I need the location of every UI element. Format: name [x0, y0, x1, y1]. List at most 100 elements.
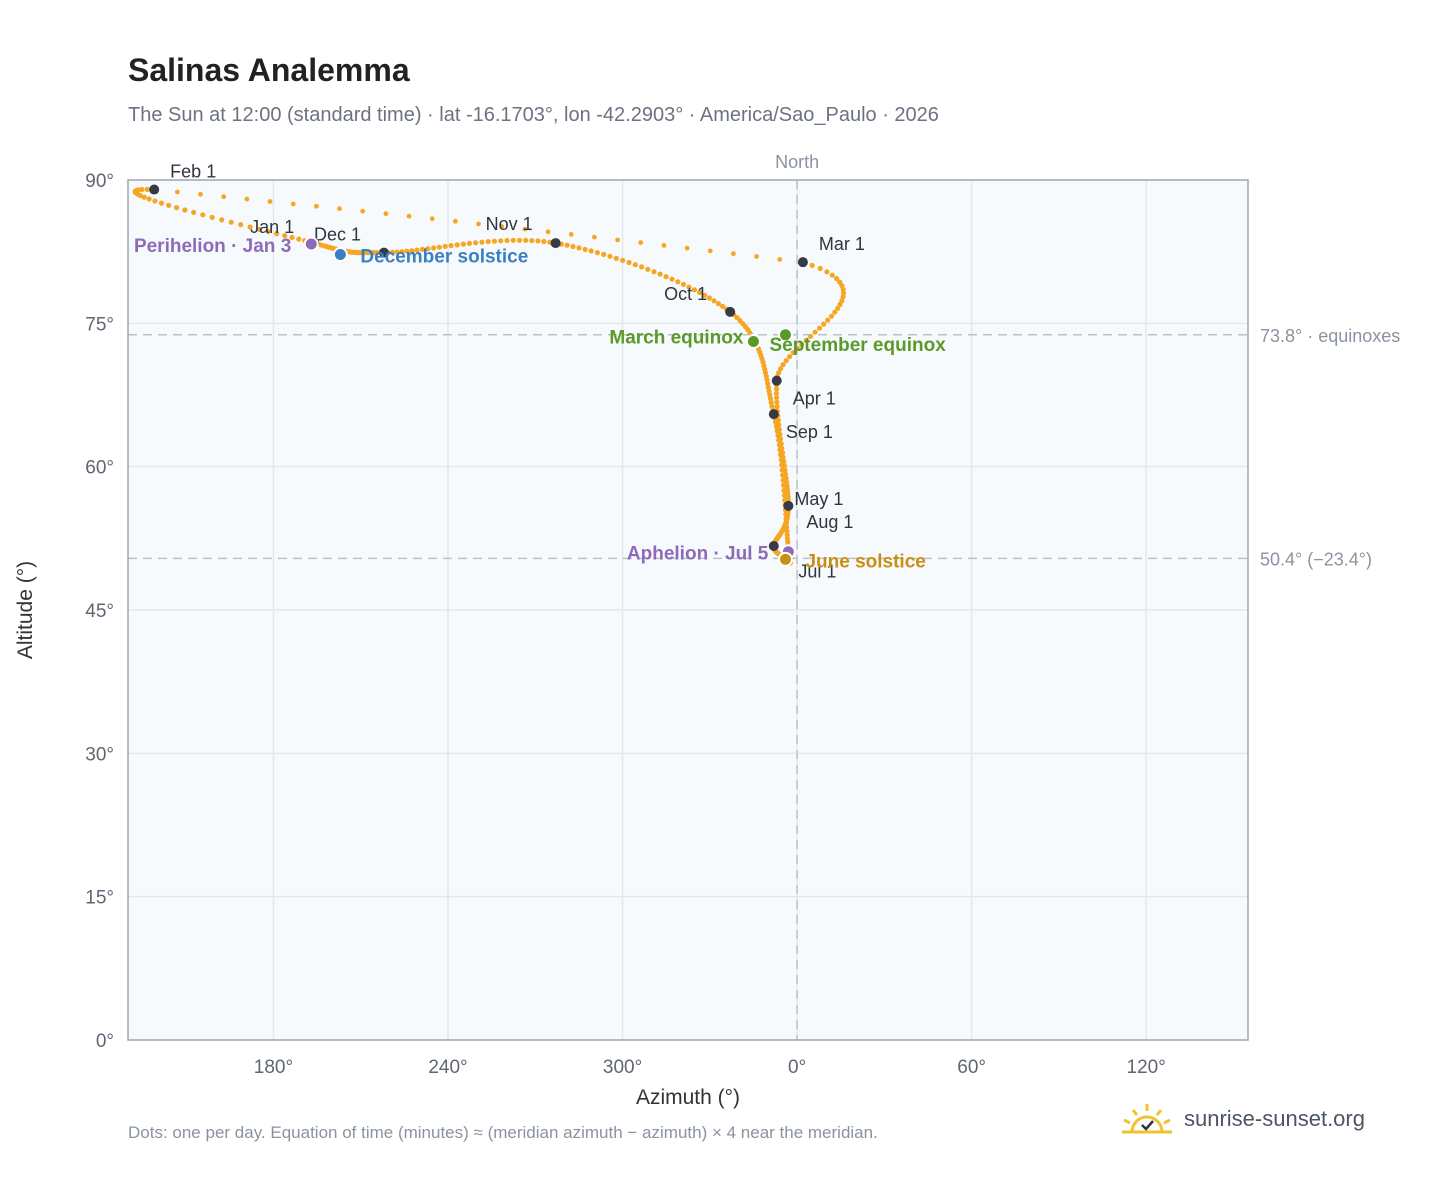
day-dot	[651, 269, 657, 275]
axis-ticks: 180° 240° 300° 0° 60° 120° 0° 15° 30° 45° 60° 75° 90…	[85, 171, 1166, 1078]
day-dot	[829, 272, 835, 278]
day-dot	[607, 253, 613, 259]
day-dot	[200, 212, 206, 218]
month-label: Feb 1	[170, 162, 216, 182]
day-dot	[267, 199, 273, 204]
day-dot	[816, 325, 823, 331]
day-dot	[790, 350, 797, 356]
day-dot	[824, 269, 830, 275]
day-dot	[274, 231, 280, 237]
reference-lines: 73.8° · equinoxes 50.4° (−23.4°)	[128, 326, 1400, 569]
day-dot	[715, 301, 722, 307]
day-dot	[360, 208, 366, 214]
day-dot	[476, 221, 481, 227]
day-dot	[669, 276, 675, 282]
day-dot	[337, 206, 342, 212]
day-dot	[238, 222, 244, 228]
day-dot	[406, 213, 412, 219]
day-dot	[174, 205, 180, 211]
y-tick-label: 60°	[85, 458, 114, 479]
month-label: Aug 1	[806, 512, 853, 532]
day-dot	[414, 247, 420, 253]
day-dot	[209, 214, 215, 220]
day-dot	[221, 194, 227, 200]
day-dot	[588, 248, 594, 254]
day-dot	[781, 482, 787, 488]
day-dot	[383, 211, 389, 217]
day-dot	[803, 337, 809, 343]
day-dot	[592, 234, 597, 240]
x-tick-label: 300°	[603, 1057, 642, 1078]
day-dot	[564, 242, 570, 248]
day-dot	[582, 246, 588, 252]
day-dot	[773, 423, 780, 430]
day-dot	[731, 251, 736, 257]
day-dot	[832, 309, 838, 315]
day-dot	[639, 264, 645, 270]
day-dot	[784, 532, 790, 538]
north-meridian: North	[775, 152, 819, 1040]
day-dot	[775, 432, 781, 439]
day-dot	[545, 229, 551, 235]
event-dot	[777, 327, 793, 343]
day-dot	[778, 452, 784, 458]
day-dot	[442, 243, 448, 249]
day-dot	[794, 345, 801, 352]
day-dot	[817, 265, 823, 272]
event-markers: Perihelion · Jan 3 December solstice March…	[134, 236, 946, 572]
x-axis-title: Azimuth (°)	[636, 1086, 740, 1109]
day-dot	[776, 437, 782, 443]
day-dot	[663, 274, 669, 280]
day-dot	[265, 228, 271, 235]
day-dot	[773, 419, 779, 425]
day-dot	[460, 241, 466, 247]
month-label: Jan 1	[250, 217, 294, 237]
day-dot	[808, 333, 814, 339]
day-dot	[453, 218, 458, 224]
brand-logo[interactable]: sunrise-sunset.org	[1120, 1102, 1365, 1136]
day-dot	[523, 237, 529, 243]
day-dot	[191, 209, 197, 215]
footnote: Dots: one per day. Equation of time (min…	[128, 1123, 878, 1142]
day-dot	[680, 281, 687, 287]
month-dot	[550, 238, 561, 249]
day-dot	[289, 234, 295, 240]
day-dot	[706, 295, 713, 301]
day-dot	[697, 289, 703, 296]
day-dot	[784, 524, 790, 530]
day-dot	[720, 303, 726, 309]
y-tick-label: 90°	[85, 171, 114, 192]
month-dot	[797, 257, 808, 268]
day-dot	[840, 290, 847, 296]
day-dot	[774, 428, 780, 434]
event-label: Aphelion · Jul 5	[627, 544, 769, 565]
day-dot	[778, 366, 784, 372]
month-dot	[771, 375, 782, 386]
day-dot	[454, 242, 460, 248]
day-dot	[707, 248, 713, 254]
day-dot	[409, 248, 415, 254]
day-dot	[783, 358, 789, 364]
day-dot	[431, 245, 437, 251]
day-dot	[773, 390, 780, 396]
day-dot	[419, 246, 425, 252]
day-dot	[661, 243, 667, 248]
day-dot	[247, 224, 253, 230]
plot-frame	[127, 179, 1249, 1041]
y-tick-label: 30°	[85, 744, 114, 765]
brand-name[interactable]: sunrise-sunset.org	[1184, 1106, 1365, 1131]
grid-lines	[128, 180, 1248, 1040]
day-dot	[780, 472, 786, 478]
day-dot	[290, 201, 296, 207]
x-tick-label: 0°	[788, 1057, 806, 1078]
day-dot	[491, 238, 497, 244]
day-dot	[754, 254, 759, 259]
day-dot	[152, 198, 158, 204]
day-dot	[448, 243, 454, 249]
day-dot	[139, 186, 145, 193]
day-dot	[522, 226, 528, 232]
event-label: March equinox	[609, 327, 744, 348]
month-dot	[783, 500, 794, 511]
day-dot	[601, 251, 607, 257]
event-label: December solstice	[360, 247, 528, 268]
